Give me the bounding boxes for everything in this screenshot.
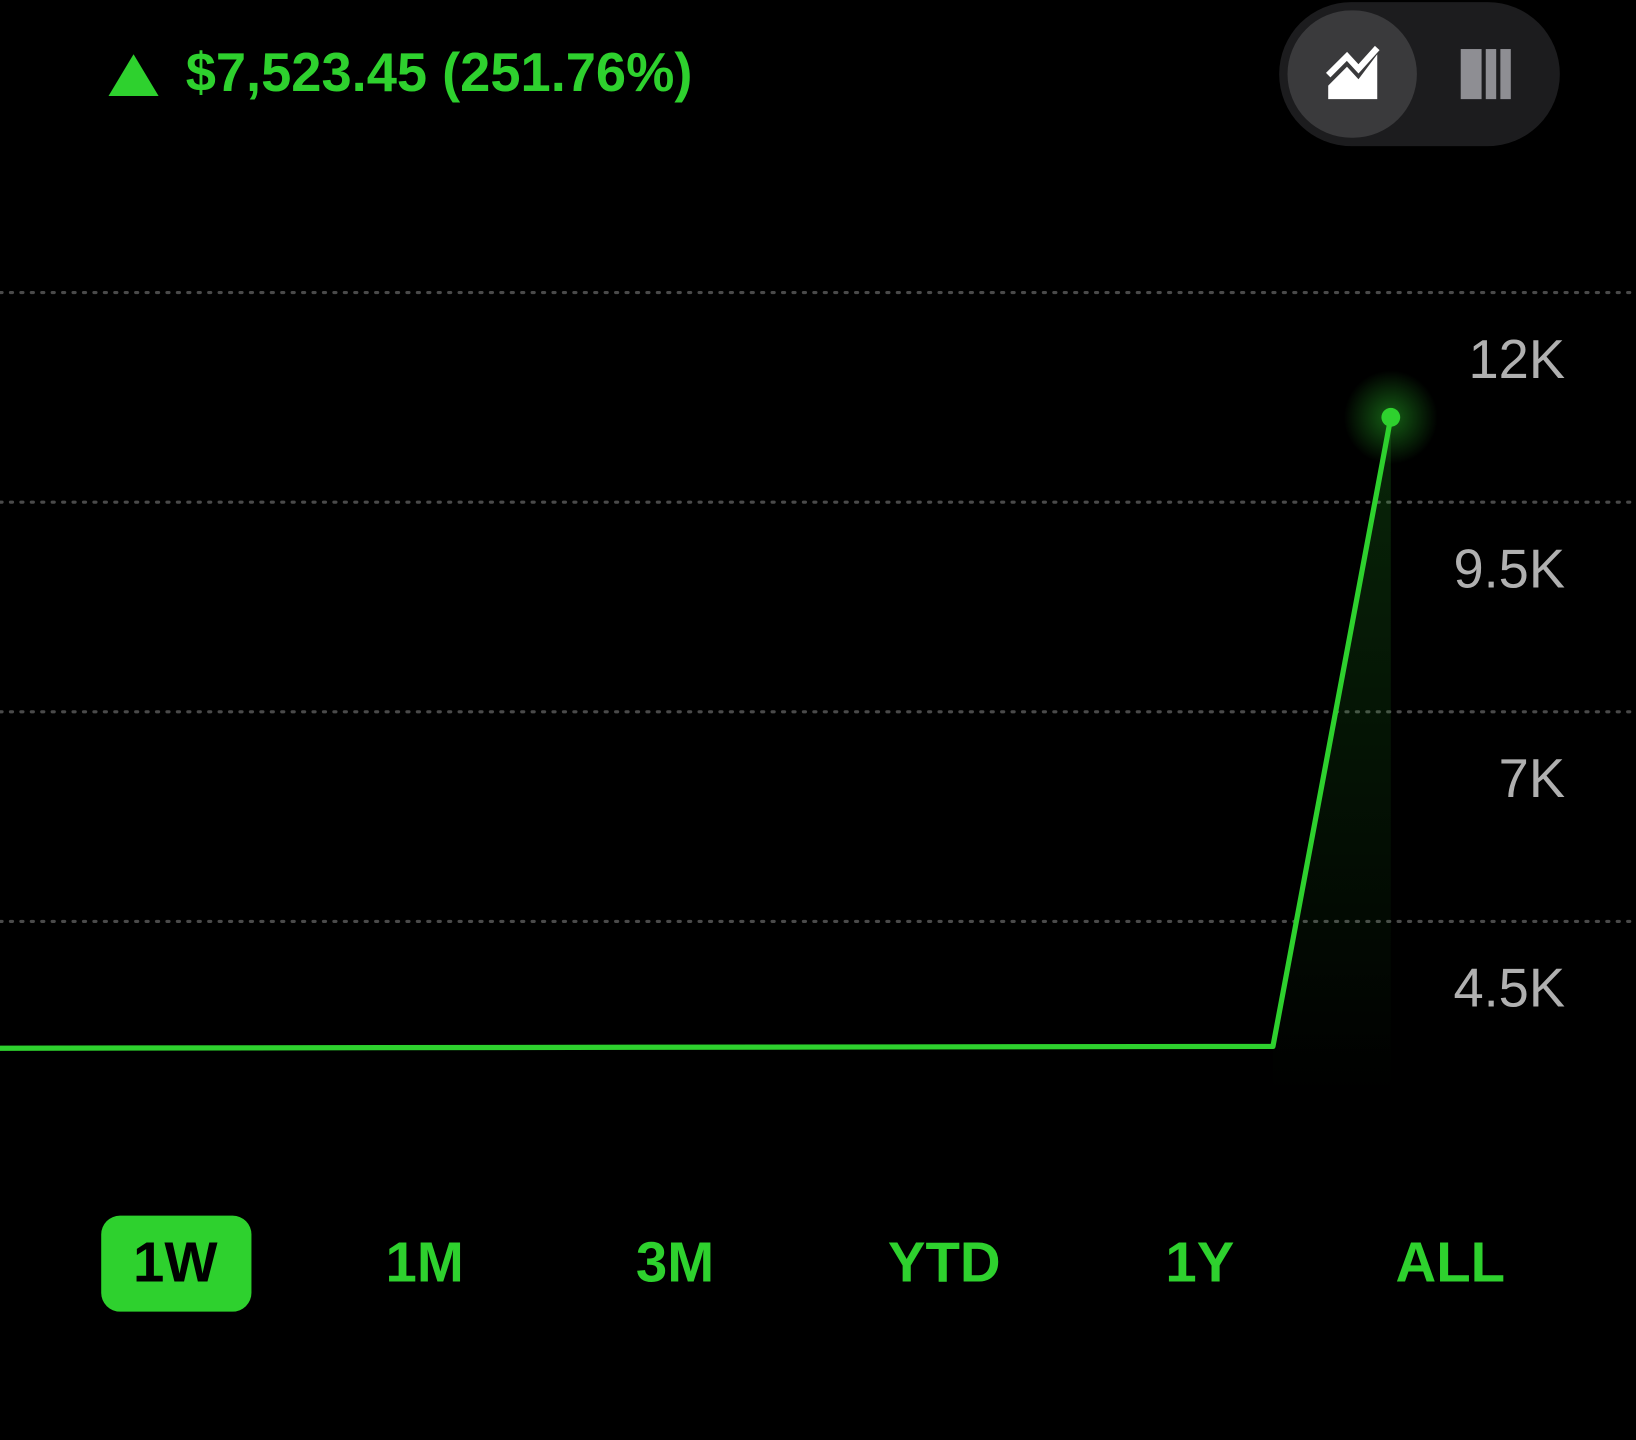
range-selector: 1W 1M 3M YTD 1Y ALL: [101, 1215, 1505, 1312]
range-button[interactable]: 1Y: [1165, 1231, 1234, 1294]
bar-icon: [1460, 49, 1482, 100]
range-button[interactable]: ALL: [1396, 1231, 1505, 1294]
chart: 12K 9.5K 7K 4.5K: [0, 290, 1636, 1096]
line-chart-icon: [1328, 54, 1378, 100]
end-point: [1381, 407, 1401, 427]
bar-icon: [1500, 49, 1511, 100]
up-arrow: [108, 54, 159, 96]
y-tick-label: 9.5K: [1453, 539, 1565, 599]
range-button[interactable]: 1M: [386, 1231, 464, 1294]
range-button[interactable]: YTD: [888, 1231, 1001, 1294]
change-amount: $7,523.45: [186, 44, 427, 104]
change-value: $7,523.45 (251.76%): [186, 44, 693, 104]
price-line: [0, 416, 1394, 1051]
range-selected-bg: [101, 1215, 252, 1312]
y-tick-label: 12K: [1469, 330, 1566, 390]
line-chart-icon-stroke: [1325, 45, 1380, 78]
range-button[interactable]: 3M: [636, 1231, 714, 1294]
y-tick-label: 7K: [1499, 749, 1565, 809]
y-tick-label: 4.5K: [1453, 959, 1565, 1019]
range-button[interactable]: 1W: [133, 1231, 218, 1294]
change-percent: (251.76%): [442, 44, 692, 104]
chart-type-toggle: [1279, 2, 1560, 147]
bar-icon: [1485, 49, 1497, 100]
bar-chart-button[interactable]: [1460, 49, 1511, 100]
